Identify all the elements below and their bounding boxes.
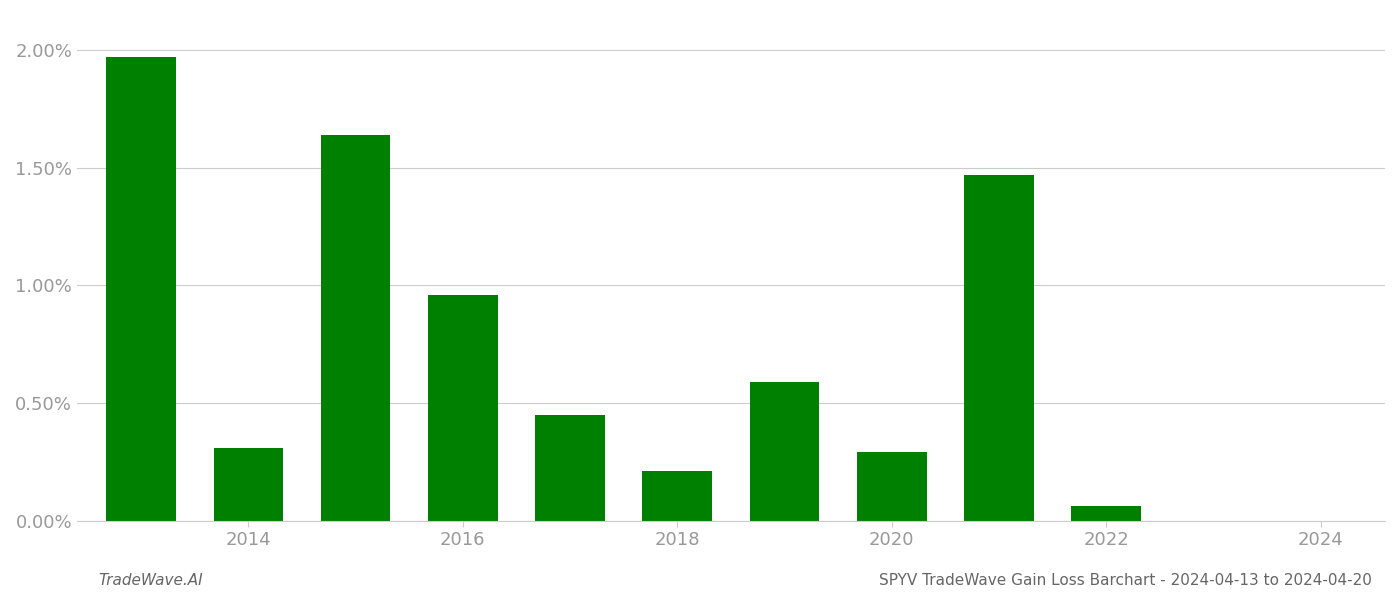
Bar bbox=[857, 452, 927, 521]
Text: SPYV TradeWave Gain Loss Barchart - 2024-04-13 to 2024-04-20: SPYV TradeWave Gain Loss Barchart - 2024… bbox=[879, 573, 1372, 588]
Bar bbox=[321, 135, 391, 521]
Bar bbox=[965, 175, 1033, 521]
Bar bbox=[535, 415, 605, 521]
Text: TradeWave.AI: TradeWave.AI bbox=[98, 573, 203, 588]
Bar bbox=[749, 382, 819, 521]
Bar bbox=[1071, 506, 1141, 521]
Bar bbox=[643, 471, 713, 521]
Bar bbox=[214, 448, 283, 521]
Bar bbox=[428, 295, 498, 521]
Bar bbox=[106, 58, 176, 521]
